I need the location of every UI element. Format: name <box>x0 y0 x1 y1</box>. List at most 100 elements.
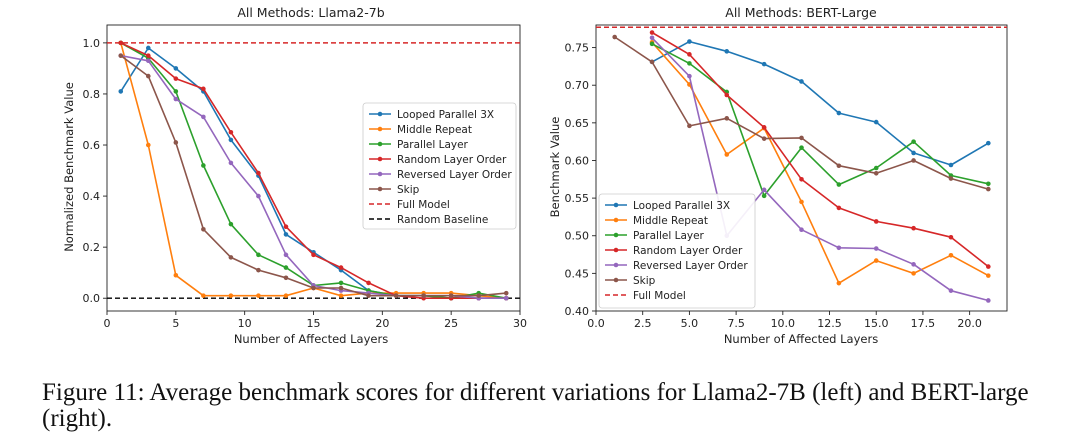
data-point <box>687 61 692 66</box>
chart-bert-large: All Methods: BERT-Large 0.0 2.5 5.0 7.5 10.0… <box>548 5 1008 346</box>
axes-frame <box>595 24 1008 312</box>
data-point <box>118 53 124 58</box>
legend-entry-full-model: Full Model <box>369 199 450 211</box>
legend-label: Parallel Layer <box>633 230 705 242</box>
legend: Looped Parallel 3X Middle Repeat Parallel … <box>362 102 517 230</box>
legend-label: Full Model <box>397 199 450 211</box>
data-point <box>173 66 179 71</box>
data-point <box>146 53 151 58</box>
x-tick-label: 17.5 <box>911 317 936 330</box>
data-point <box>873 219 879 224</box>
data-point <box>612 34 617 40</box>
data-point <box>761 136 767 141</box>
data-point <box>283 275 289 281</box>
data-point <box>201 293 206 298</box>
data-point <box>724 49 730 54</box>
y-axis-label: Benchmark Value <box>548 117 562 218</box>
data-point <box>986 264 991 269</box>
x-tick-label: 12.5 <box>817 317 842 330</box>
y-tick-label: 0.75 <box>565 42 590 55</box>
legend-marker <box>377 156 383 162</box>
data-point <box>173 76 179 81</box>
data-point <box>228 255 234 260</box>
data-point <box>799 227 804 233</box>
data-point <box>283 252 289 258</box>
data-point <box>228 129 234 135</box>
data-point <box>228 137 234 143</box>
data-point <box>146 73 151 79</box>
data-point <box>761 193 767 199</box>
data-point <box>986 298 991 303</box>
data-point <box>986 181 991 187</box>
data-point <box>873 165 879 171</box>
data-point <box>986 186 991 192</box>
data-point <box>724 92 730 98</box>
data-point <box>873 170 879 176</box>
legend-entry-middle-repeat: Middle Repeat <box>369 124 472 136</box>
data-point <box>173 272 179 278</box>
data-point <box>146 142 151 148</box>
series-skip <box>118 53 509 298</box>
legend-label: Full Model <box>633 290 686 302</box>
data-point <box>761 61 767 67</box>
data-point <box>201 114 206 120</box>
y-tick-label: 0.40 <box>565 305 590 318</box>
data-point <box>948 288 954 293</box>
series-skip <box>612 34 991 192</box>
data-point <box>256 193 261 199</box>
data-point <box>228 293 234 298</box>
y-tick-label: 0.65 <box>565 117 590 130</box>
data-point <box>476 293 482 298</box>
plot-area: 0 5 10 15 20 25 30 0.0 0.2 0.4 0.6 0.8 1.0 <box>83 24 527 330</box>
legend-marker <box>613 202 619 208</box>
data-point <box>948 176 954 181</box>
data-point <box>986 140 991 146</box>
x-tick-label: 15.0 <box>864 317 889 330</box>
y-tick-label: 0.8 <box>83 88 101 101</box>
x-tick-label: 30 <box>513 317 527 330</box>
legend-marker <box>377 171 383 177</box>
data-point <box>146 58 151 64</box>
data-point <box>173 140 179 145</box>
data-point <box>366 280 371 286</box>
x-axis-label: Number of Affected Layers <box>724 332 878 346</box>
y-tick-label: 0.45 <box>565 267 590 280</box>
data-point <box>836 110 842 116</box>
data-point <box>687 123 692 129</box>
data-point <box>393 293 399 298</box>
data-point <box>836 182 842 187</box>
series-line <box>651 43 989 197</box>
data-point <box>283 224 289 230</box>
data-point <box>948 162 954 168</box>
data-point <box>173 89 179 94</box>
legend-entry-skip: Skip <box>369 184 420 196</box>
chart-title: All Methods: BERT-Large <box>725 5 877 20</box>
legend-label: Looped Parallel 3X <box>397 109 494 121</box>
y-tick-label: 0.70 <box>565 79 590 92</box>
legend-marker <box>613 217 619 223</box>
data-point <box>799 199 804 205</box>
x-tick-label: 20.0 <box>957 317 982 330</box>
data-point <box>283 293 289 298</box>
legend-marker <box>377 186 383 192</box>
data-point <box>687 52 692 57</box>
data-point <box>311 285 316 291</box>
y-tick-label: 0.60 <box>565 154 590 167</box>
legend-marker <box>613 247 619 253</box>
y-tick-label: 0.55 <box>565 192 590 205</box>
chart-title: All Methods: Llama2-7b <box>237 5 384 20</box>
data-point <box>761 187 767 193</box>
data-point <box>836 205 842 211</box>
legend-label: Random Layer Order <box>397 154 507 166</box>
data-point <box>724 152 730 157</box>
legend-marker <box>377 141 383 147</box>
chart-llama2-7b: All Methods: Llama2-7b 0 5 10 15 20 25 30 0.0 0.… <box>62 5 527 346</box>
data-point <box>283 232 289 237</box>
data-point <box>799 176 804 182</box>
data-point <box>649 35 655 41</box>
x-tick-label: 10.0 <box>771 317 796 330</box>
series-line <box>651 37 989 302</box>
data-point <box>911 271 916 276</box>
data-point <box>649 30 655 35</box>
data-point <box>911 139 916 144</box>
